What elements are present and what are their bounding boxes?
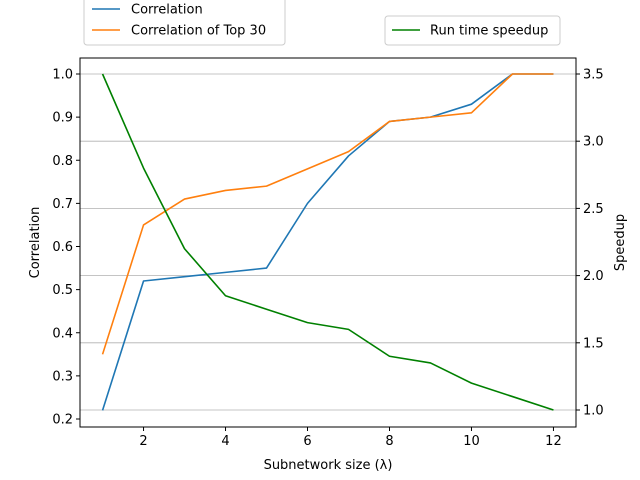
legend: Correlation Correlation of Top 30 Run time… [83,0,561,46]
x-axis: 2 4 6 8 10 12 [139,427,562,449]
y2-tick-label: 1.5 [583,336,604,351]
y-axis-right: 1.0 1.5 2.0 2.5 3.0 3.5 [576,68,604,419]
y2-tick-label: 3.5 [583,68,604,83]
y-axis-label: Correlation [28,207,43,279]
x-tick-label: 10 [463,434,480,449]
y-tick-label: 0.5 [52,283,73,298]
plot-frame [79,57,577,428]
y-tick-label: 1.0 [52,68,73,83]
y-tick-label: 0.2 [52,413,73,428]
legend-box-left [83,0,286,46]
x-tick-label: 2 [139,434,147,449]
series-line-correlation [101,73,554,411]
legend-label: Run time speedup [430,24,548,39]
x-tick-label: 4 [221,434,229,449]
y2-tick-label: 2.0 [583,269,604,284]
y-axis-left: 0.2 0.3 0.4 0.5 0.6 0.7 0.8 0.9 1.0 [52,68,80,428]
y-tick-label: 0.6 [52,240,73,255]
y-tick-label: 0.9 [52,111,73,126]
series-layer [101,73,554,411]
legend-box-right [384,15,561,46]
x-tick-label: 12 [545,434,562,449]
y2-tick-label: 3.0 [583,135,604,150]
y-tick-label: 0.7 [52,197,73,212]
legend-label: Correlation of Top 30 [131,24,266,39]
y-tick-label: 0.3 [52,369,73,384]
x-tick-label: 8 [385,434,393,449]
series-line-run-time-speedup [101,73,554,411]
y2-axis-label: Speedup [613,214,628,271]
y-tick-label: 0.4 [52,326,73,341]
series-line-correlation-of-top-30 [101,73,554,355]
y2-tick-label: 1.0 [583,404,604,419]
y-tick-label: 0.8 [52,154,73,169]
legend-label: Correlation [131,3,203,18]
x-tick-label: 6 [303,434,311,449]
grid [80,73,576,411]
y2-tick-label: 2.5 [583,202,604,217]
x-axis-label: Subnetwork size (λ) [264,458,393,473]
